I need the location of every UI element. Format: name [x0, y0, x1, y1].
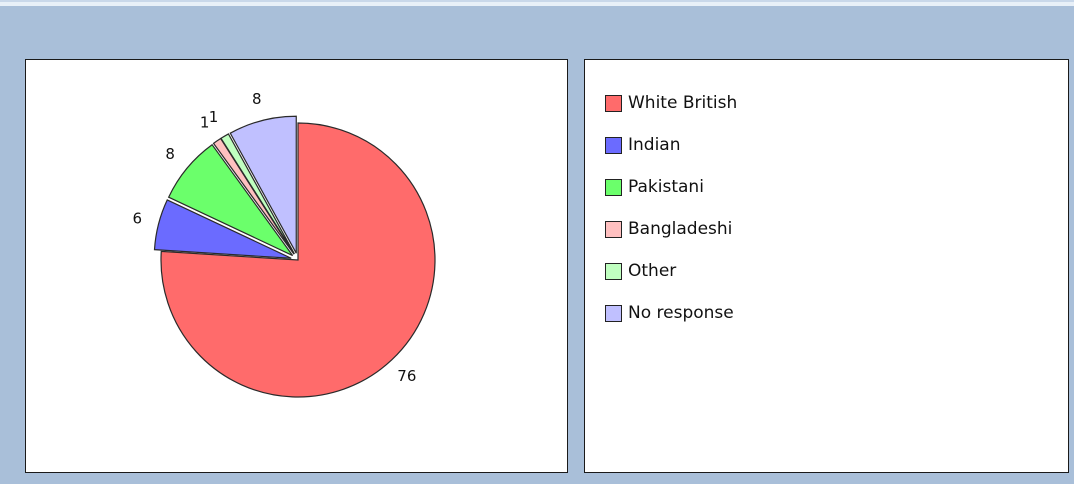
- legend-item-bangladeshi: Bangladeshi: [605, 208, 737, 250]
- legend-swatch-bangladeshi: [605, 220, 622, 238]
- legend-item-white-british: White British: [605, 82, 737, 124]
- data-label-white-british: 76: [397, 367, 416, 385]
- legend: White British Indian Pakistani Bangladeshi O…: [605, 82, 737, 334]
- data-label-pakistani: 8: [165, 145, 175, 163]
- legend-swatch-indian: [605, 136, 622, 154]
- pie-slice-other: [220, 133, 295, 255]
- legend-label-bangladeshi: Bangladeshi: [628, 219, 733, 239]
- pie-slice-indian: [153, 199, 292, 259]
- data-label-no-response: 8: [252, 90, 262, 108]
- legend-item-pakistani: Pakistani: [605, 166, 737, 208]
- legend-label-no-response: No response: [628, 303, 734, 323]
- legend-panel: White British Indian Pakistani Bangladeshi O…: [584, 59, 1069, 473]
- pie-slice-pakistani: [167, 143, 294, 257]
- legend-item-other: Other: [605, 250, 737, 292]
- legend-swatch-other: [605, 262, 622, 280]
- data-label-indian: 6: [132, 210, 142, 228]
- pie-chart-panel: 76 6 8 1 1 8: [25, 59, 568, 473]
- legend-swatch-white-british: [605, 94, 622, 112]
- window-top-edge: [0, 2, 1074, 6]
- legend-label-pakistani: Pakistani: [628, 177, 704, 197]
- legend-item-indian: Indian: [605, 124, 737, 166]
- pie-chart: 76 6 8 1 1 8: [132, 90, 436, 398]
- pie-slice-white-british: [160, 122, 436, 398]
- legend-swatch-no-response: [605, 304, 622, 322]
- pie-slice-no-response: [229, 115, 297, 254]
- legend-label-other: Other: [628, 261, 677, 281]
- data-label-bangladeshi: 1: [200, 114, 210, 132]
- legend-label-white-british: White British: [628, 93, 738, 113]
- legend-swatch-pakistani: [605, 178, 622, 196]
- legend-item-no-response: No response: [605, 292, 737, 334]
- legend-label-indian: Indian: [628, 135, 681, 155]
- data-label-other: 1: [209, 108, 219, 126]
